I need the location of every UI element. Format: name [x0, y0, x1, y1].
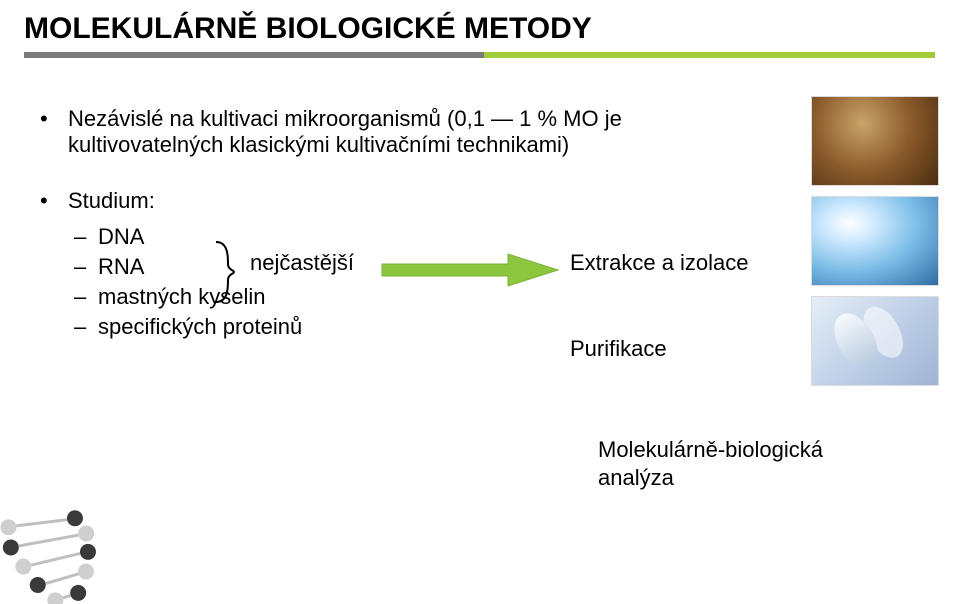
dna-helix-icon — [0, 484, 150, 604]
sub-dna: DNA — [74, 224, 935, 250]
footer-line1: Molekulárně-biologická — [598, 437, 823, 462]
arrow-icon — [380, 252, 560, 288]
bullet-studium-label: Studium: — [68, 188, 155, 213]
right-column: Extrakce a izolace Purifikace — [570, 250, 749, 362]
underline-left — [24, 52, 484, 58]
soil-thumbnail-icon — [811, 96, 939, 186]
bullet-independence: Nezávislé na kultivaci mikroorganismů (0… — [40, 106, 935, 158]
bullet-text-line2: kultivovatelných klasickými kultivačními… — [68, 132, 569, 157]
thumbnail-stack — [811, 96, 941, 386]
extraction-label: Extrakce a izolace — [570, 250, 749, 276]
footer-label: Molekulárně-biologická analýza — [598, 436, 823, 491]
qualifier-label: nejčastější — [250, 250, 354, 276]
title-underline — [24, 52, 935, 58]
water-drop-thumbnail-icon — [811, 196, 939, 286]
brace-icon — [210, 240, 236, 304]
bullet-text-line1: Nezávislé na kultivaci mikroorganismů (0… — [68, 106, 622, 131]
tubes-thumbnail-icon — [811, 296, 939, 386]
purification-label: Purifikace — [570, 336, 749, 362]
sub-specific-proteins: specifických proteinů — [74, 314, 935, 340]
footer-line2: analýza — [598, 465, 674, 490]
page-title: MOLEKULÁRNĚ BIOLOGICKÉ METODY — [24, 12, 935, 46]
underline-right — [484, 52, 935, 58]
